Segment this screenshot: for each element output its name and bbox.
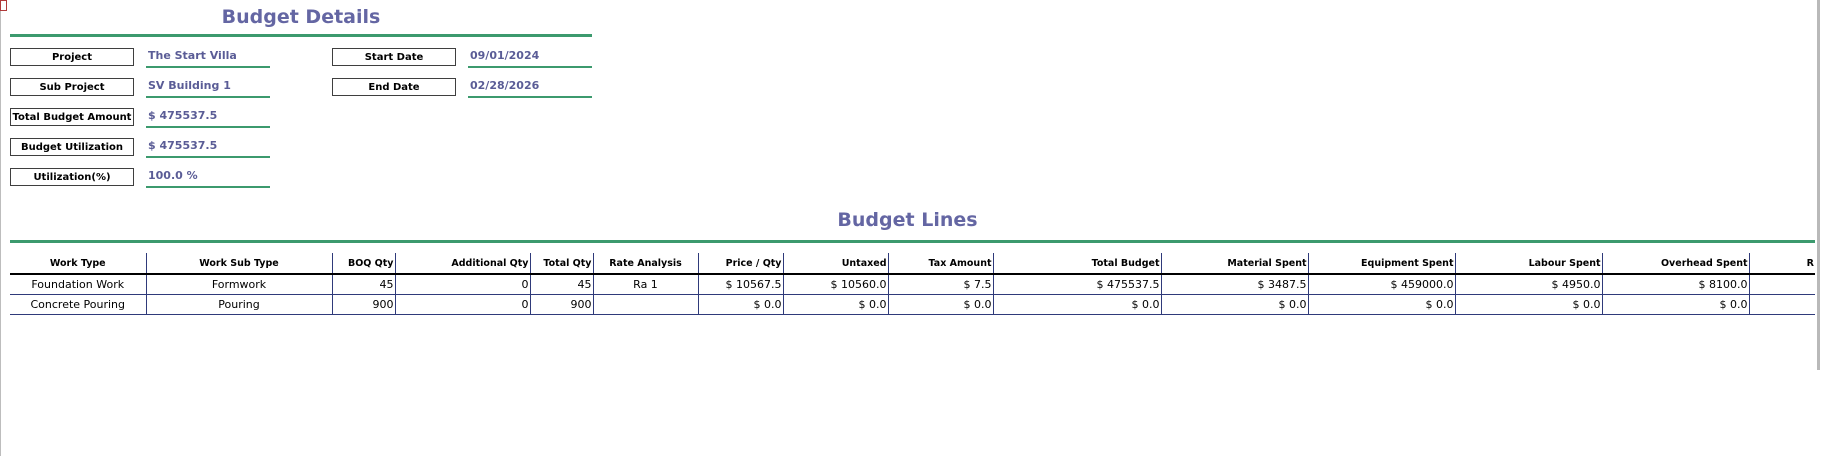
cell-rate-analysis[interactable]: Ra 1: [592, 274, 698, 295]
vertical-scrollbar[interactable]: [1817, 0, 1820, 370]
cell-work-type[interactable]: Foundation Work: [10, 274, 146, 295]
utilization-percent-value[interactable]: 100.0 %: [146, 168, 270, 188]
cell-untaxed[interactable]: $ 10560.0: [782, 274, 888, 295]
end-date-label: End Date: [332, 78, 456, 96]
cell-equipment-spent[interactable]: $ 459000.0: [1307, 274, 1455, 295]
column-header-work-type[interactable]: Work Type: [10, 253, 146, 275]
start-date-value[interactable]: 09/01/2024: [468, 48, 592, 68]
cell-overhead-spent[interactable]: $ 8100.0: [1601, 274, 1749, 295]
budget-details-divider: [10, 34, 592, 37]
cell-work-sub-type[interactable]: Formwork: [145, 274, 332, 295]
total-budget-amount-label: Total Budget Amount: [10, 108, 134, 126]
cell-cursor-marker: [0, 0, 7, 11]
column-header-material-spent[interactable]: Material Spent: [1160, 253, 1308, 275]
cell-rate-analysis[interactable]: [592, 294, 698, 315]
cell-total-qty[interactable]: 45: [529, 274, 593, 295]
cell-total-budget[interactable]: $ 0.0: [992, 294, 1161, 315]
cell-price-per-qty[interactable]: $ 0.0: [697, 294, 783, 315]
column-header-price-per-qty[interactable]: Price / Qty: [697, 253, 783, 275]
cell-material-spent[interactable]: $ 0.0: [1160, 294, 1308, 315]
budget-details-title: Budget Details: [221, 6, 381, 28]
budget-utilization-label: Budget Utilization: [10, 138, 134, 156]
project-value[interactable]: The Start Villa: [146, 48, 270, 68]
column-header-untaxed[interactable]: Untaxed: [782, 253, 888, 275]
column-header-truncated[interactable]: R: [1748, 253, 1815, 275]
utilization-percent-label: Utilization(%): [10, 168, 134, 186]
cell-truncated[interactable]: [1748, 274, 1815, 295]
column-header-rate-analysis[interactable]: Rate Analysis: [592, 253, 698, 275]
column-header-additional-qty[interactable]: Additional Qty: [394, 253, 530, 275]
budget-utilization-value[interactable]: $ 475537.5: [146, 138, 270, 158]
cell-price-per-qty[interactable]: $ 10567.5: [697, 274, 783, 295]
cell-additional-qty[interactable]: 0: [394, 274, 530, 295]
table-row[interactable]: Concrete Pouring Pouring 900 0 900 $ 0.0…: [10, 294, 1815, 315]
cell-labour-spent[interactable]: $ 0.0: [1454, 294, 1602, 315]
budget-lines-divider: [10, 240, 1815, 243]
column-header-tax-amount[interactable]: Tax Amount: [887, 253, 993, 275]
column-header-boq-qty[interactable]: BOQ Qty: [331, 253, 395, 275]
sub-project-value[interactable]: SV Building 1: [146, 78, 270, 98]
cell-tax-amount[interactable]: $ 0.0: [887, 294, 993, 315]
column-header-overhead-spent[interactable]: Overhead Spent: [1601, 253, 1749, 275]
cell-material-spent[interactable]: $ 3487.5: [1160, 274, 1308, 295]
sub-project-label: Sub Project: [10, 78, 134, 96]
column-header-equipment-spent[interactable]: Equipment Spent: [1307, 253, 1455, 275]
cell-work-type[interactable]: Concrete Pouring: [10, 294, 146, 315]
sheet-left-border: [0, 0, 1, 456]
column-header-total-budget[interactable]: Total Budget: [992, 253, 1161, 275]
cell-boq-qty[interactable]: 900: [331, 294, 395, 315]
cell-total-qty[interactable]: 900: [529, 294, 593, 315]
cell-overhead-spent[interactable]: $ 0.0: [1601, 294, 1749, 315]
cell-additional-qty[interactable]: 0: [394, 294, 530, 315]
table-row[interactable]: Foundation Work Formwork 45 0 45 Ra 1 $ …: [10, 274, 1815, 295]
cell-untaxed[interactable]: $ 0.0: [782, 294, 888, 315]
column-header-labour-spent[interactable]: Labour Spent: [1454, 253, 1602, 275]
start-date-label: Start Date: [332, 48, 456, 66]
total-budget-amount-value[interactable]: $ 475537.5: [146, 108, 270, 128]
column-header-work-sub-type[interactable]: Work Sub Type: [145, 253, 332, 275]
budget-lines-table: Work Type Work Sub Type BOQ Qty Addition…: [10, 253, 1815, 315]
end-date-value[interactable]: 02/28/2026: [468, 78, 592, 98]
cell-boq-qty[interactable]: 45: [331, 274, 395, 295]
table-header-row: Work Type Work Sub Type BOQ Qty Addition…: [10, 253, 1815, 275]
cell-truncated[interactable]: [1748, 294, 1815, 315]
cell-equipment-spent[interactable]: $ 0.0: [1307, 294, 1455, 315]
cell-work-sub-type[interactable]: Pouring: [145, 294, 332, 315]
cell-tax-amount[interactable]: $ 7.5: [887, 274, 993, 295]
column-header-total-qty[interactable]: Total Qty: [529, 253, 593, 275]
cell-labour-spent[interactable]: $ 4950.0: [1454, 274, 1602, 295]
cell-total-budget[interactable]: $ 475537.5: [992, 274, 1161, 295]
project-label: Project: [10, 48, 134, 66]
budget-lines-title: Budget Lines: [837, 209, 978, 231]
